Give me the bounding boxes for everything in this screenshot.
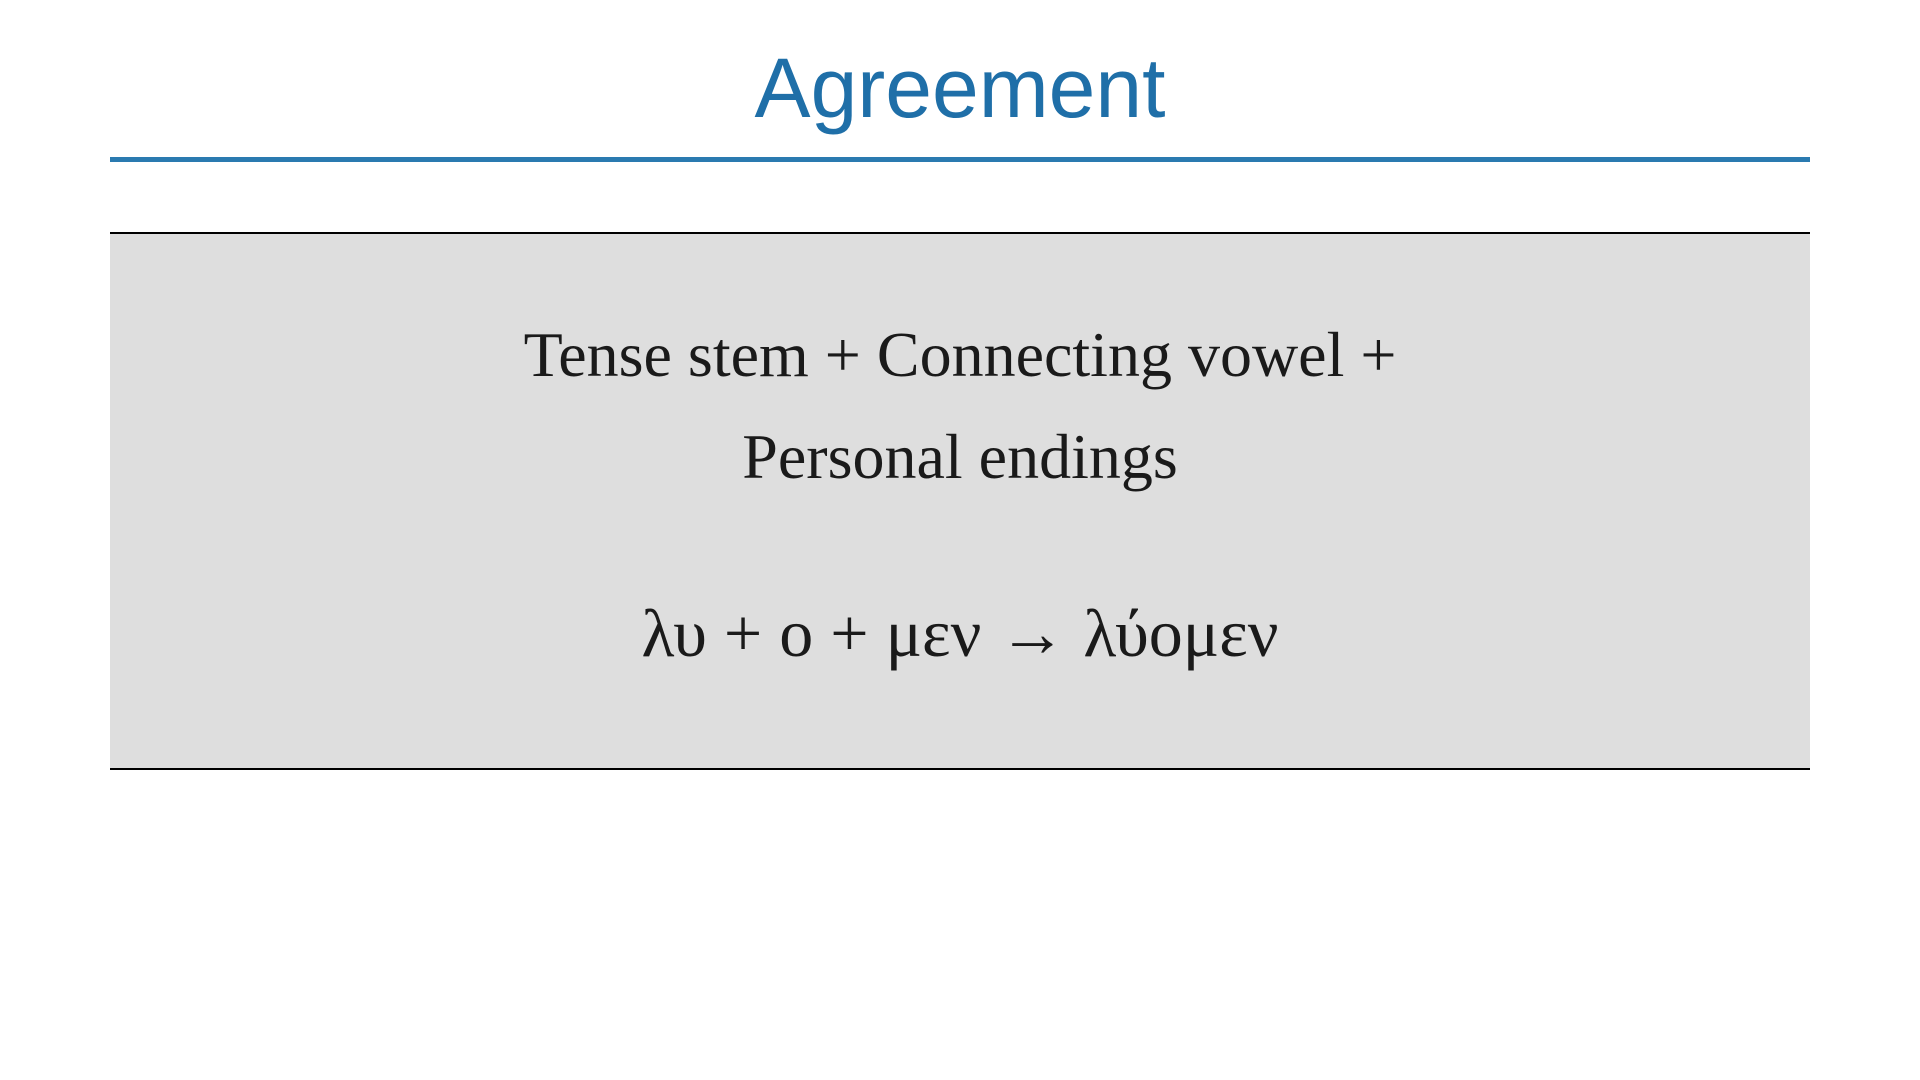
- slide: Agreement Tense stem + Connecting vowel …: [0, 0, 1920, 1080]
- slide-title: Agreement: [110, 40, 1810, 137]
- formula-line-2: Personal endings: [150, 406, 1770, 508]
- formula-line-1: Tense stem + Connecting vowel +: [150, 304, 1770, 406]
- title-underline: [110, 157, 1810, 162]
- content-box: Tense stem + Connecting vowel + Personal…: [110, 232, 1810, 770]
- greek-example: λυ + ο + μεν → λύομεν: [150, 579, 1770, 688]
